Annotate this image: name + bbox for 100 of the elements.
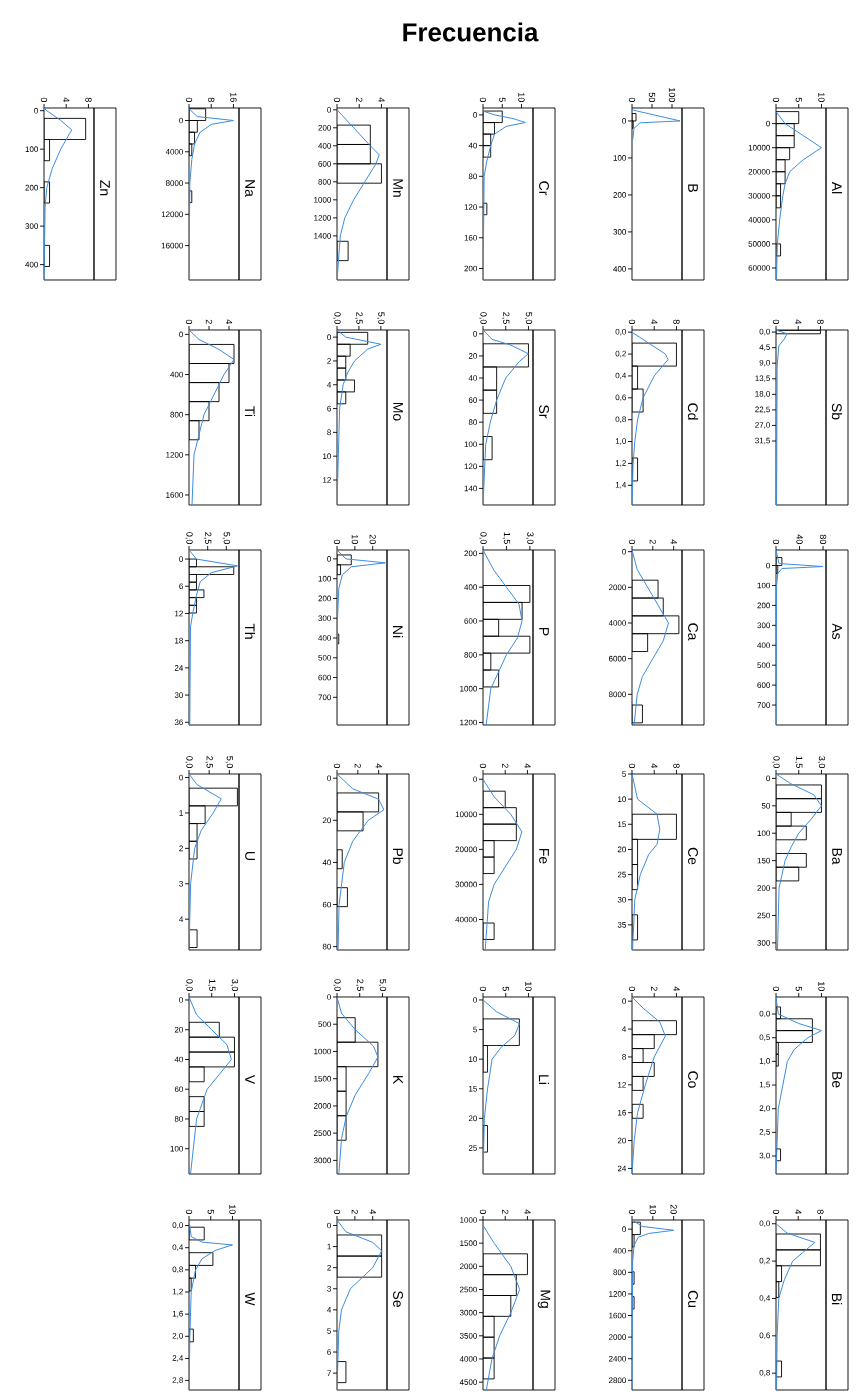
x-axis-title: Frecuencia [403, 22, 539, 42]
x-tick-label: 2 [651, 986, 658, 991]
x-tick-label: 8 [673, 319, 680, 324]
x-tick-label: 4 [673, 986, 680, 992]
x-tick-label: 5,0 [225, 756, 234, 768]
x-tick-label: 40 [796, 534, 803, 544]
x-tick-label: 10 [525, 982, 532, 991]
x-tick-label: 4 [225, 319, 233, 325]
text: Bi [831, 1293, 843, 1305]
text: Li [538, 1075, 550, 1084]
x-tick-label: 4 [795, 319, 802, 325]
x-tick-label: 5,0 [377, 312, 385, 324]
x-tick-label: 2 [649, 539, 656, 544]
text: Ti [244, 406, 256, 417]
x-tick-label: 0 [40, 97, 48, 102]
x-tick-label: 2,5 [205, 756, 213, 768]
x-tick-label: 50 [648, 92, 656, 102]
x-tick-label: 2 [205, 319, 213, 324]
x-tick-label: 10 [351, 535, 359, 544]
x-tick-label: 2 [502, 763, 509, 768]
x-tick-label: 0 [628, 986, 636, 991]
x-tick-label: 5,0 [524, 312, 533, 324]
x-tick-label: 4 [375, 763, 382, 769]
x-tick-label: 0 [333, 1209, 341, 1214]
x-tick-label: 0 [628, 1209, 636, 1214]
text: Pb [392, 848, 404, 864]
x-tick-label: 20 [369, 534, 376, 544]
x-tick-label: 0 [479, 763, 487, 768]
x-tick-label: 3,0 [526, 532, 534, 544]
x-tick-label: 10 [518, 93, 525, 102]
text: Th [244, 623, 256, 639]
x-tick-label: 5 [795, 97, 802, 102]
text: V [245, 1074, 255, 1085]
text: W [245, 1292, 255, 1306]
text: Be [832, 1072, 842, 1088]
x-tick-label: 80 [819, 534, 827, 544]
x-tick-label: 4 [795, 1209, 802, 1215]
x-tick-label: 0 [628, 763, 636, 768]
x-tick-label: 0 [333, 763, 341, 768]
x-tick-label: 5,0 [222, 532, 231, 544]
x-tick-label: 0 [185, 319, 193, 324]
x-tick-label: 100 [668, 88, 676, 102]
x-tick-label: 20 [670, 1204, 677, 1214]
x-tick-label: 3,0 [817, 756, 826, 768]
text: P [539, 628, 549, 636]
x-tick-label: 16 [230, 93, 237, 102]
x-tick-label: 5 [502, 986, 509, 991]
x-tick-label: 0 [628, 97, 636, 102]
text: Al [831, 181, 843, 194]
x-tick-label: 4 [378, 97, 385, 103]
x-tick-label: 1,5 [502, 532, 511, 544]
x-tick-label: 2,5 [203, 532, 212, 544]
text: Mg [537, 1290, 551, 1308]
x-tick-label: 2,5 [502, 312, 510, 324]
x-tick-label: 2,5 [356, 979, 364, 991]
x-tick-label: 1,5 [208, 979, 216, 991]
x-tick-label: 4 [670, 539, 677, 545]
x-tick-label: 8 [817, 1209, 824, 1214]
x-tick-label: 8 [673, 763, 680, 768]
text: Fe [539, 849, 549, 864]
text: As [832, 623, 842, 640]
text: Cu [688, 1290, 698, 1308]
x-tick-label: 0 [772, 97, 780, 102]
x-tick-label: 2 [354, 763, 361, 768]
text: Ni [392, 626, 404, 638]
x-tick-label: 2,5 [355, 312, 363, 324]
text: Cd [687, 403, 699, 420]
x-tick-label: 2 [351, 1209, 358, 1214]
x-tick-label: 0 [333, 97, 341, 102]
x-tick-label: 4 [651, 763, 658, 769]
x-tick-label: 4 [369, 1209, 376, 1215]
x-tick-label: 1,5 [795, 756, 803, 768]
x-tick-label: 0 [628, 319, 636, 324]
x-tick-label: 10 [818, 93, 825, 102]
x-tick-label: 10 [229, 1205, 236, 1214]
x-tick-label: 5 [499, 97, 506, 102]
text: Co [688, 1071, 698, 1088]
x-tick-label: 3,0 [230, 979, 239, 991]
x-tick-label: 0 [479, 986, 487, 991]
x-tick-label: 8 [208, 97, 215, 102]
x-tick-label: 0 [772, 319, 780, 324]
x-tick-label: 4 [63, 97, 70, 103]
x-tick-label: 8 [85, 97, 92, 102]
x-tick-label: 2 [502, 1209, 509, 1214]
x-tick-label: 0 [185, 1209, 193, 1214]
x-tick-label: 5 [795, 986, 802, 991]
text: Sr [539, 405, 549, 419]
x-tick-label: 10 [649, 1205, 657, 1214]
text: Zn [100, 180, 110, 196]
x-tick-label: 5,0 [378, 979, 387, 991]
text: Sb [831, 403, 843, 420]
text: Ce [688, 847, 698, 865]
x-tick-label: 0 [479, 97, 487, 102]
text: Ca [688, 623, 698, 641]
text: Cr [539, 181, 549, 196]
text: Ba [832, 848, 842, 865]
x-tick-label: 0 [479, 1209, 487, 1214]
text: K [393, 1076, 403, 1085]
x-tick-label: 4 [524, 1209, 531, 1215]
x-tick-label: 5 [207, 1209, 214, 1214]
